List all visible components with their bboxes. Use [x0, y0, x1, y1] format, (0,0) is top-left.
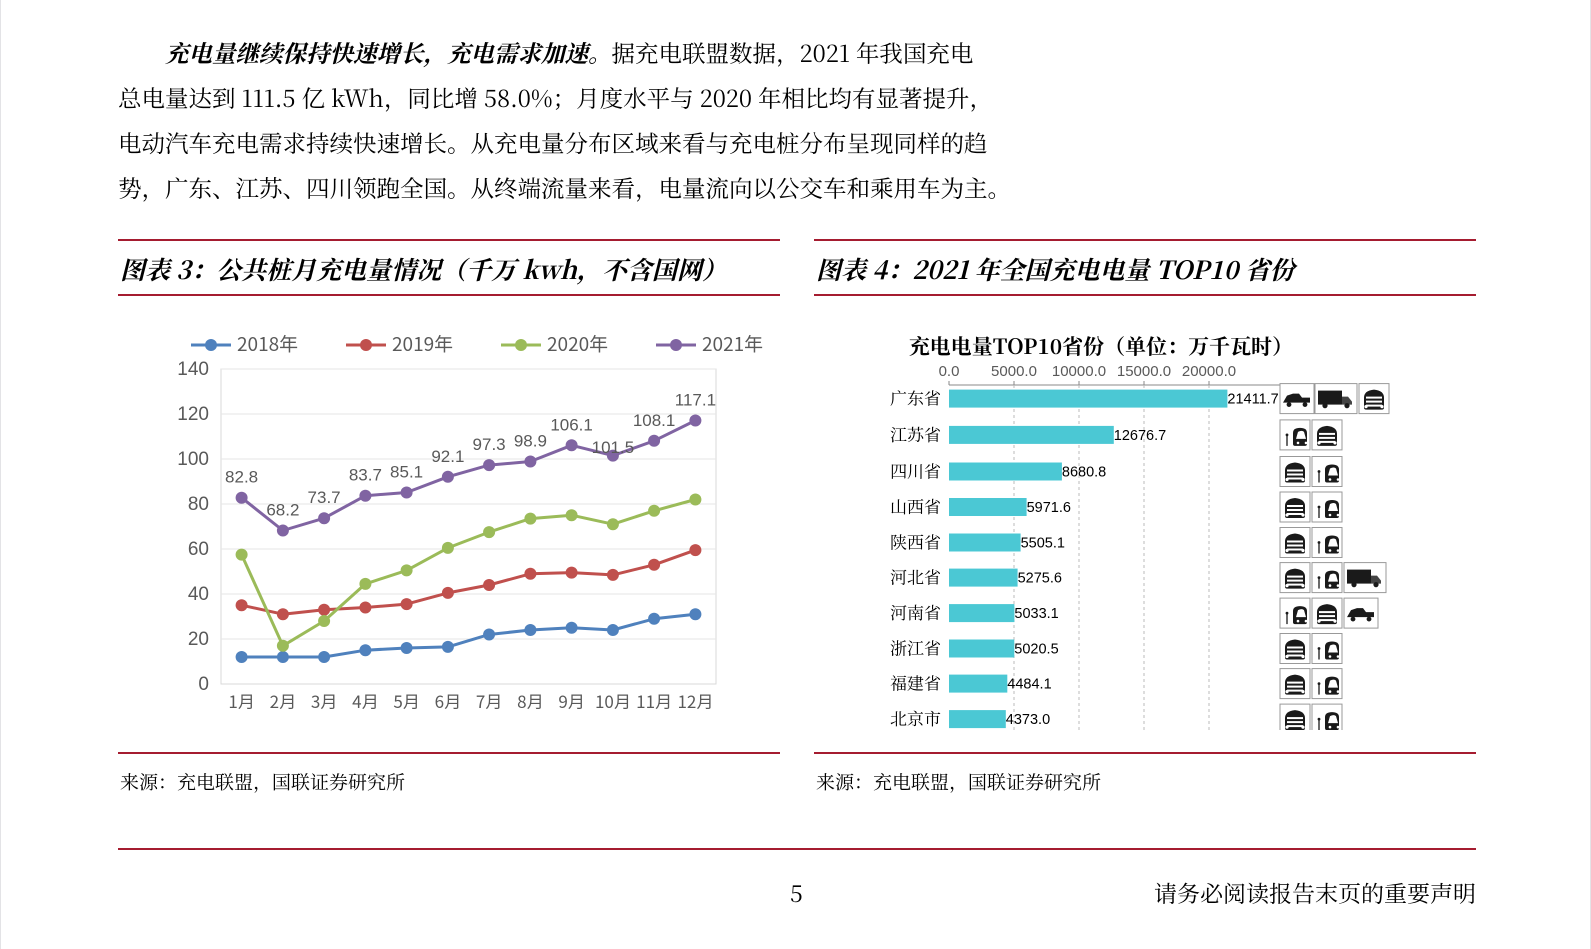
svg-text:85.1: 85.1: [390, 463, 423, 482]
svg-text:5月: 5月: [393, 688, 419, 713]
svg-text:2019年: 2019年: [392, 330, 453, 357]
svg-text:12月: 12月: [677, 688, 713, 713]
svg-text:40: 40: [188, 584, 209, 605]
svg-text:2021年: 2021年: [702, 330, 763, 357]
svg-text:140: 140: [177, 359, 209, 380]
svg-text:11月: 11月: [636, 688, 672, 713]
svg-text:60: 60: [188, 539, 209, 560]
svg-text:101.5: 101.5: [592, 438, 635, 457]
svg-text:97.3: 97.3: [473, 435, 506, 454]
svg-text:83.7: 83.7: [349, 466, 382, 485]
svg-text:98.9: 98.9: [514, 432, 547, 451]
svg-text:6月: 6月: [435, 688, 461, 713]
svg-text:4月: 4月: [352, 688, 378, 713]
svg-text:120: 120: [177, 404, 209, 425]
svg-text:82.8: 82.8: [225, 468, 258, 487]
svg-text:92.1: 92.1: [431, 447, 464, 466]
svg-text:10月: 10月: [595, 688, 631, 713]
svg-text:68.2: 68.2: [266, 501, 299, 520]
svg-text:9月: 9月: [558, 688, 584, 713]
svg-text:2018年: 2018年: [237, 330, 298, 357]
svg-text:3月: 3月: [311, 688, 337, 713]
svg-text:1月: 1月: [228, 688, 254, 713]
svg-text:8月: 8月: [517, 688, 543, 713]
svg-text:108.1: 108.1: [633, 411, 676, 430]
svg-text:73.7: 73.7: [308, 488, 341, 507]
svg-text:2020年: 2020年: [547, 330, 608, 357]
svg-text:7月: 7月: [476, 688, 502, 713]
svg-text:100: 100: [177, 449, 209, 470]
svg-text:0: 0: [198, 674, 209, 695]
svg-text:117.1: 117.1: [675, 391, 716, 410]
svg-text:106.1: 106.1: [550, 415, 593, 434]
svg-text:2月: 2月: [270, 688, 296, 713]
svg-text:80: 80: [188, 494, 209, 515]
svg-text:20: 20: [188, 629, 209, 650]
